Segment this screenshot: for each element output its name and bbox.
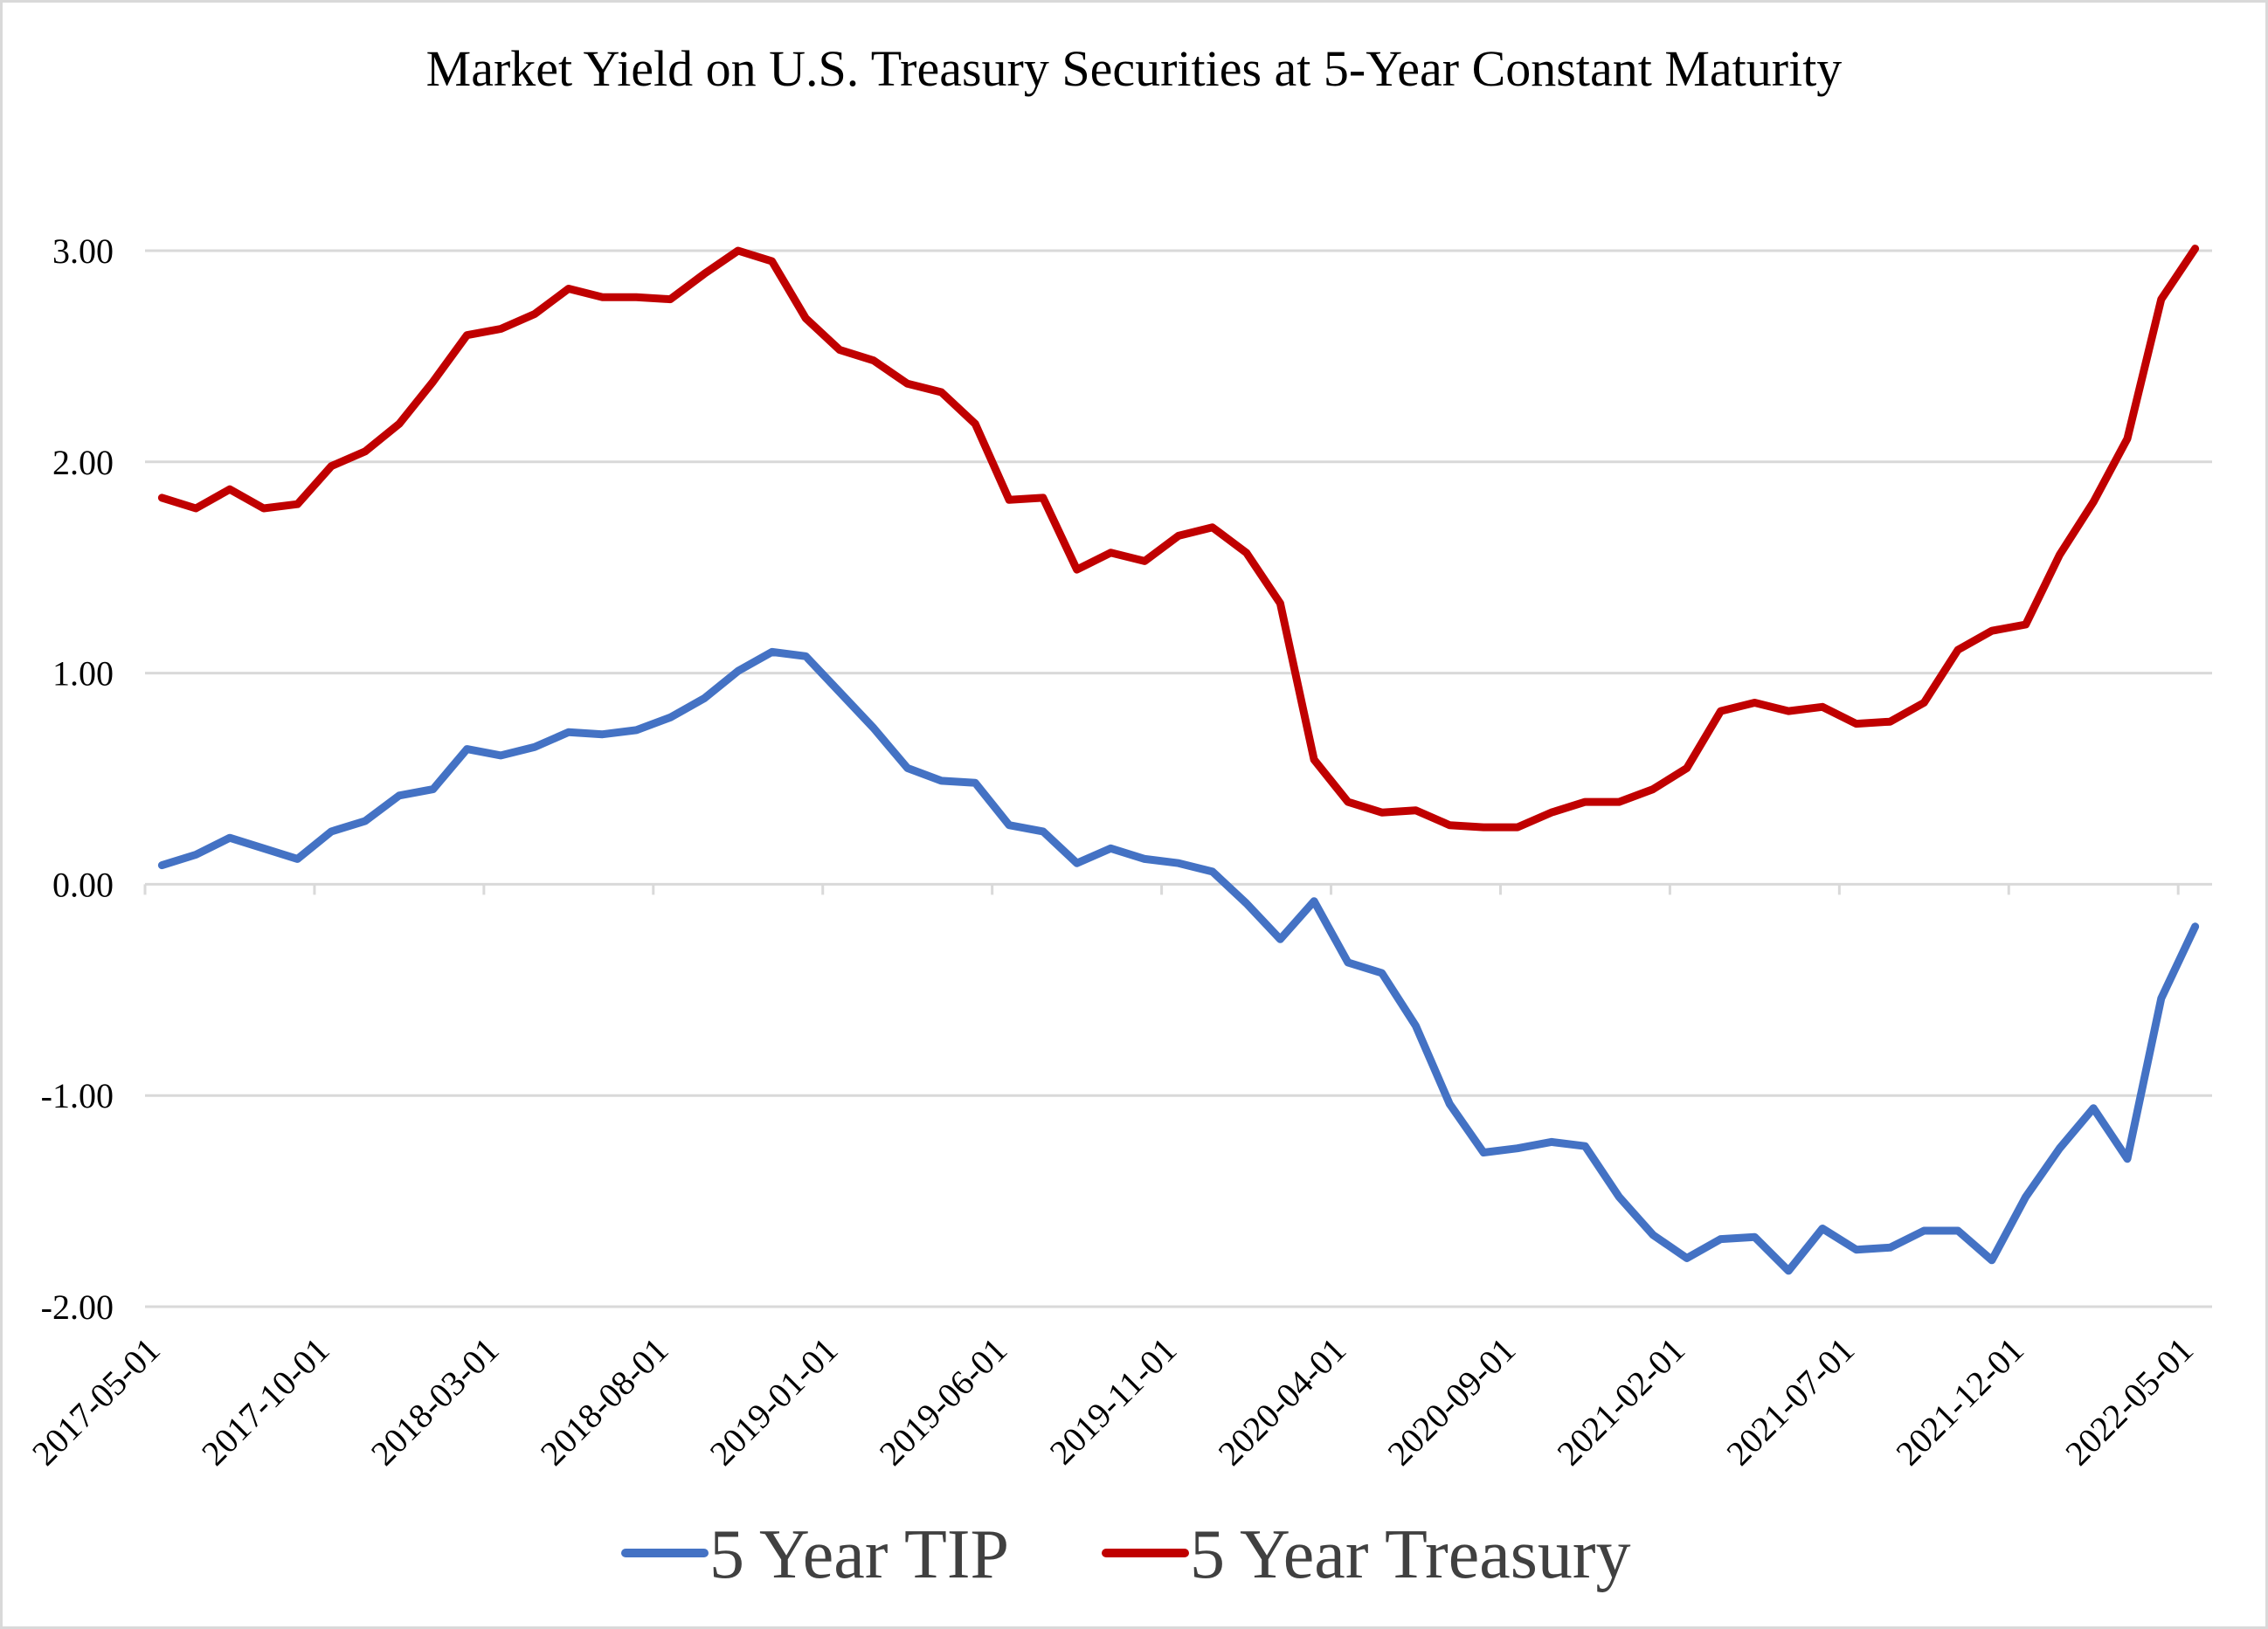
series-line xyxy=(157,245,2200,832)
x-tick-label: 2019-01-01 xyxy=(702,1330,846,1474)
x-tick-label: 2018-03-01 xyxy=(363,1330,507,1474)
chart-title: Market Yield on U.S. Treasury Securities… xyxy=(426,40,1843,97)
y-tick-label: 3.00 xyxy=(52,231,114,271)
x-tick-label: 2020-09-01 xyxy=(1379,1330,1523,1474)
y-tick-label: -2.00 xyxy=(41,1287,114,1327)
legend-item-treasury[interactable]: 5 Year Treasury xyxy=(1102,1516,1631,1593)
legend-item-tip[interactable]: 5 Year TIP xyxy=(621,1516,1009,1593)
x-tick-label: 2017-05-01 xyxy=(24,1330,168,1474)
series-5-year-tip xyxy=(157,647,2200,1275)
x-tick-label: 2018-08-01 xyxy=(533,1330,676,1474)
x-tick-label: 2020-04-01 xyxy=(1211,1330,1354,1474)
x-tick-label: 2021-12-01 xyxy=(1888,1330,2031,1474)
x-axis: 2017-05-01 2017-10-01 2018-03-01 2018-08-01… xyxy=(24,882,2212,1474)
legend-label-treasury: 5 Year Treasury xyxy=(1190,1516,1631,1593)
y-tick-label: 1.00 xyxy=(52,654,114,694)
gridlines xyxy=(145,249,2212,1308)
y-tick-label: -1.00 xyxy=(41,1076,114,1115)
x-tick-label: 2021-07-01 xyxy=(1718,1330,1862,1474)
x-tick-label: 2017-10-01 xyxy=(194,1330,337,1474)
x-tick-label: 2019-11-01 xyxy=(1042,1330,1185,1473)
x-tick-label: 2019-06-01 xyxy=(872,1330,1015,1474)
series-line xyxy=(157,647,2200,1275)
legend-label-tip: 5 Year TIP xyxy=(709,1516,1009,1593)
y-tick-label: 2.00 xyxy=(52,443,114,482)
series-5-year-treasury xyxy=(157,245,2200,832)
series-lines xyxy=(157,245,2200,1275)
y-axis-tick-labels: 3.00 2.00 1.00 0.00 -1.00 -2.00 xyxy=(41,231,114,1327)
x-tick-label: 2022-05-01 xyxy=(2057,1330,2201,1474)
x-tick-label: 2021-02-01 xyxy=(1549,1330,1692,1474)
legend: 5 Year TIP 5 Year Treasury xyxy=(621,1516,1631,1593)
y-tick-label: 0.00 xyxy=(52,865,114,904)
